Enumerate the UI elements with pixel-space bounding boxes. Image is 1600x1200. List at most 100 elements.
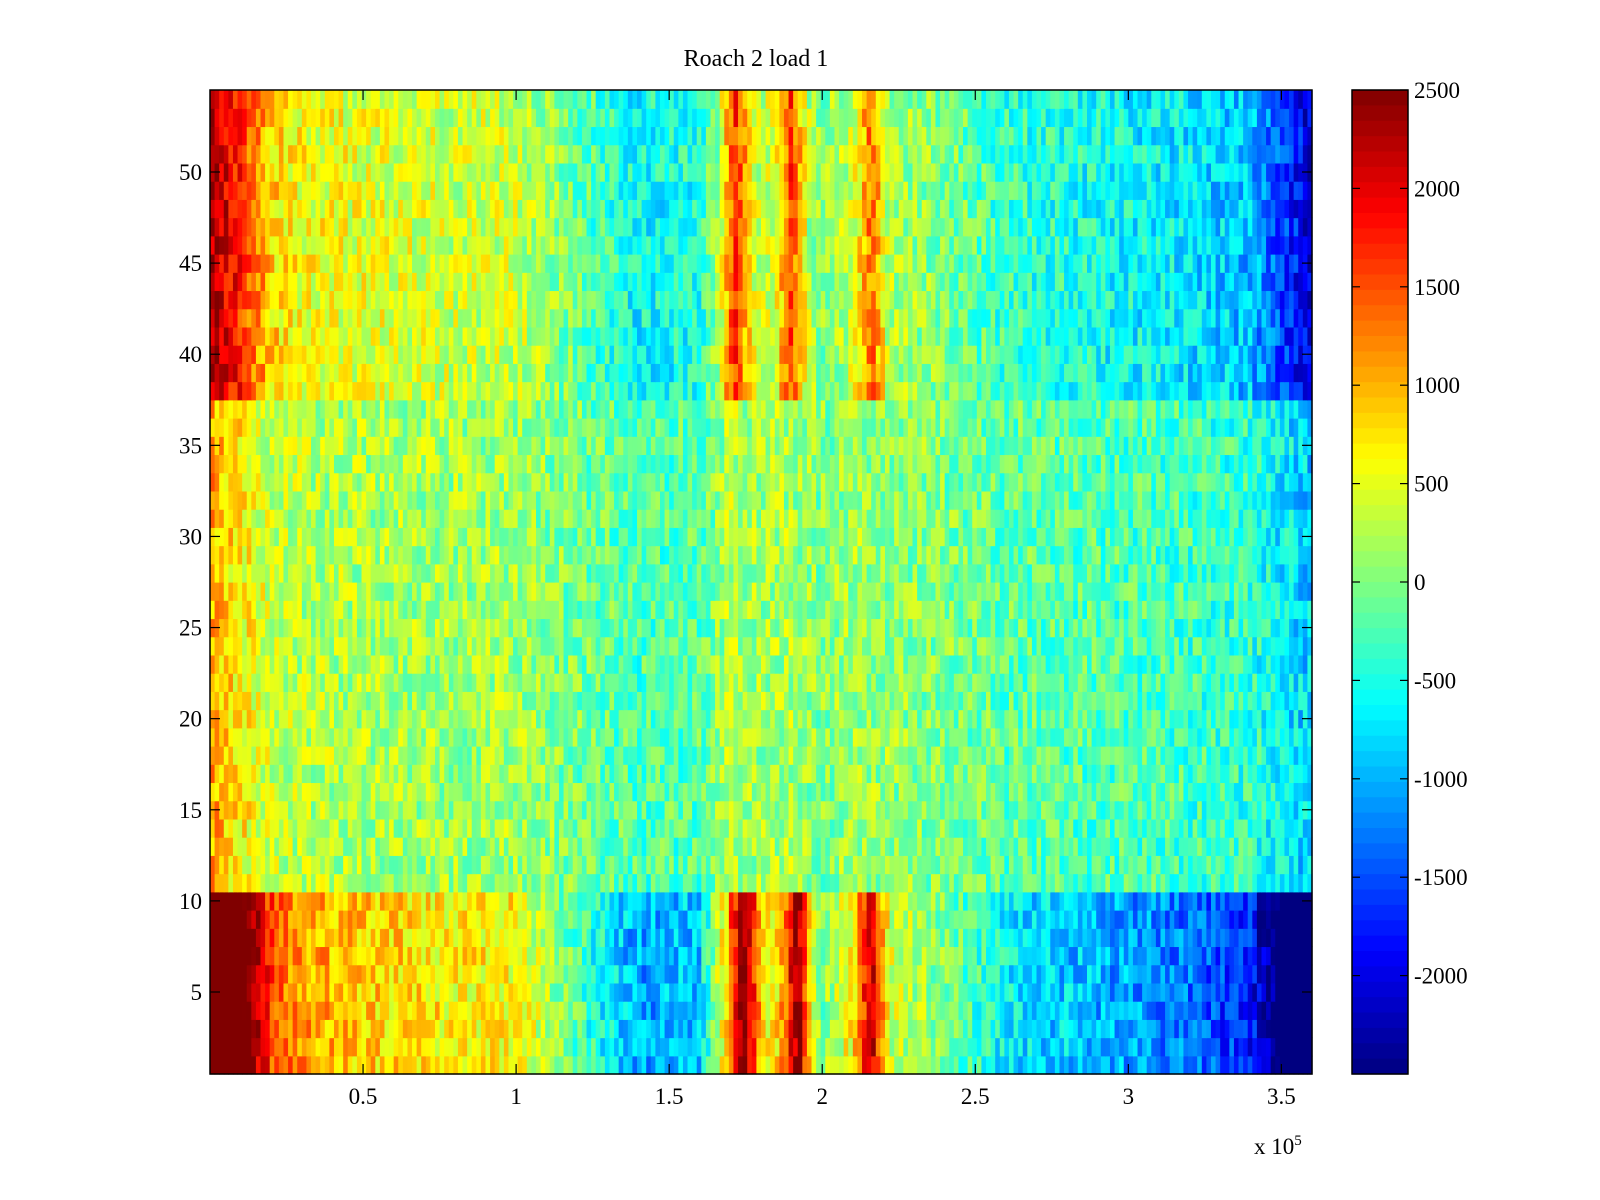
heatmap-cell <box>1261 764 1267 784</box>
heatmap-cell <box>536 764 542 784</box>
heatmap-cell <box>214 855 220 875</box>
heatmap-cell <box>1022 1055 1028 1075</box>
heatmap-cell <box>1206 764 1212 784</box>
heatmap-cell <box>292 800 298 820</box>
heatmap-cell <box>848 782 854 802</box>
heatmap-cell <box>1233 800 1240 820</box>
heatmap-cell <box>843 1055 849 1075</box>
heatmap-cell <box>1261 782 1267 802</box>
heatmap-cell <box>1045 982 1051 1002</box>
heatmap-cell <box>903 746 909 765</box>
heatmap-cell <box>260 782 266 802</box>
heatmap-cell <box>1151 837 1157 856</box>
heatmap-cell <box>554 891 560 911</box>
heatmap-cell <box>379 855 386 875</box>
heatmap-cell <box>834 837 840 856</box>
heatmap-cell <box>292 837 298 856</box>
heatmap-cell <box>471 1019 477 1039</box>
heatmap-cell <box>1059 1019 1065 1039</box>
heatmap-cell <box>232 691 239 711</box>
heatmap-cell <box>1247 982 1253 1002</box>
heatmap-cell <box>471 764 477 784</box>
heatmap-cell <box>898 709 904 729</box>
heatmap-cell <box>421 891 427 911</box>
heatmap-cell <box>402 946 409 966</box>
heatmap-cell <box>389 764 395 784</box>
heatmap-cell <box>274 818 280 838</box>
heatmap-cell <box>278 1019 285 1039</box>
heatmap-cell <box>682 800 689 820</box>
heatmap-cell <box>862 818 868 838</box>
heatmap-cell <box>324 928 330 948</box>
heatmap-cell <box>1100 855 1106 875</box>
heatmap-cell <box>1087 1019 1093 1039</box>
heatmap-cell <box>214 964 220 984</box>
heatmap-cell <box>719 691 725 711</box>
heatmap-cell <box>637 928 643 948</box>
heatmap-cell <box>894 928 900 948</box>
heatmap-cell <box>866 873 872 893</box>
heatmap-cell <box>306 746 312 765</box>
heatmap-cell <box>1137 746 1143 765</box>
heatmap-cell <box>448 746 454 765</box>
heatmap-cell <box>738 727 744 747</box>
heatmap-cell <box>1114 855 1120 875</box>
heatmap-cell <box>848 964 854 984</box>
heatmap-cell <box>421 727 427 747</box>
heatmap-cell <box>1142 727 1148 747</box>
heatmap-cell <box>1233 928 1240 948</box>
heatmap-cell <box>1289 946 1295 966</box>
heatmap-cell <box>581 691 588 711</box>
heatmap-cell <box>733 1001 739 1020</box>
heatmap-cell <box>297 746 303 765</box>
heatmap-cell <box>829 1019 836 1039</box>
heatmap-cell <box>412 946 418 966</box>
heatmap-cell <box>875 1055 881 1075</box>
heatmap-cell <box>793 764 799 784</box>
heatmap-cell <box>1160 818 1166 838</box>
heatmap-cell <box>930 946 937 966</box>
heatmap-cell <box>728 910 735 929</box>
heatmap-cell <box>1270 837 1276 856</box>
heatmap-cell <box>958 928 964 948</box>
heatmap-cell <box>857 818 863 838</box>
heatmap-cell <box>297 928 303 948</box>
heatmap-cell <box>774 910 780 929</box>
heatmap-cell <box>251 928 257 948</box>
heatmap-cell <box>1252 982 1258 1002</box>
heatmap-cell <box>1045 1037 1051 1057</box>
heatmap-cell <box>825 691 831 711</box>
heatmap-cell <box>453 1019 459 1039</box>
heatmap-cell <box>416 746 422 765</box>
heatmap-cell <box>223 818 229 838</box>
heatmap-cell <box>444 891 450 911</box>
heatmap-cell <box>641 982 647 1002</box>
heatmap-cell <box>393 946 399 966</box>
heatmap-cell <box>609 855 615 875</box>
heatmap-cell <box>549 1001 555 1020</box>
heatmap-cell <box>255 691 262 711</box>
heatmap-cell <box>719 1055 725 1075</box>
heatmap-cell <box>1289 910 1295 929</box>
heatmap-cell <box>361 1019 367 1039</box>
heatmap-cell <box>338 1019 344 1039</box>
heatmap-cell <box>963 910 969 929</box>
heatmap-cell <box>503 873 510 893</box>
heatmap-cell <box>228 709 234 729</box>
heatmap-cell <box>797 891 803 911</box>
heatmap-cell <box>1096 1019 1102 1039</box>
heatmap-cell <box>526 873 533 893</box>
heatmap-cell <box>485 928 491 948</box>
heatmap-cell <box>990 910 996 929</box>
heatmap-cell <box>866 1019 872 1039</box>
heatmap-cell <box>416 691 422 711</box>
heatmap-cell <box>439 855 445 875</box>
heatmap-cell <box>1247 800 1253 820</box>
heatmap-cell <box>255 891 262 911</box>
heatmap-cell <box>1050 800 1056 820</box>
heatmap-cell <box>384 873 390 893</box>
heatmap-cell <box>1178 982 1185 1002</box>
heatmap-cell <box>963 1037 969 1057</box>
heatmap-cell <box>1013 964 1019 984</box>
heatmap-cell <box>265 1055 271 1075</box>
